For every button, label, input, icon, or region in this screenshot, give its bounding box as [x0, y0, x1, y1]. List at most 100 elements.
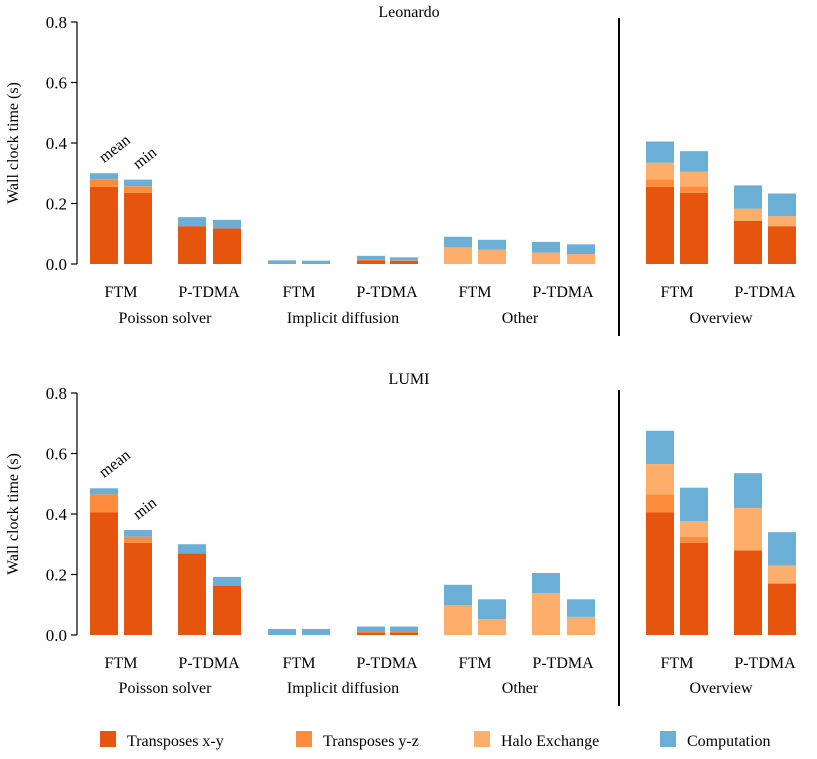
- bar-segment: [646, 464, 674, 495]
- bar-segment: [532, 572, 560, 594]
- y-axis-label: Wall clock time (s): [5, 453, 22, 575]
- legend-swatch: [296, 731, 312, 747]
- bar-segment: [124, 536, 152, 543]
- group-label: Other: [502, 310, 539, 327]
- bar-segment: [478, 239, 506, 250]
- legend-swatch: [100, 731, 116, 747]
- method-label: P-TDMA: [532, 655, 594, 672]
- bar-segment: [178, 217, 206, 227]
- bar-segment: [734, 550, 762, 635]
- bar-segment: [357, 632, 385, 635]
- bar-segment: [213, 228, 241, 264]
- y-axis-label: Wall clock time (s): [5, 82, 22, 204]
- method-label: FTM: [105, 284, 138, 301]
- method-label: P-TDMA: [356, 655, 418, 672]
- bar-segment: [768, 193, 796, 217]
- group-label: Implicit diffusion: [287, 680, 399, 697]
- method-label: P-TDMA: [178, 284, 240, 301]
- y-tick-label: 0.8: [46, 384, 67, 403]
- bar-segment: [734, 507, 762, 551]
- bar-segment: [680, 151, 708, 172]
- y-tick-label: 0.6: [46, 445, 67, 464]
- method-label: FTM: [661, 284, 694, 301]
- bar-segment: [734, 220, 762, 264]
- bar-segment: [680, 520, 708, 537]
- bar-segment: [734, 185, 762, 209]
- annotation-min: min: [130, 144, 160, 173]
- bar-segment: [444, 605, 472, 635]
- bar-segment: [444, 247, 472, 264]
- bar-segment: [532, 252, 560, 264]
- bar-segment: [680, 171, 708, 187]
- bar-segment: [768, 583, 796, 635]
- bar-segment: [478, 249, 506, 264]
- bar-segment: [90, 179, 118, 187]
- bar-segment: [680, 536, 708, 543]
- legend-label: Transposes y-z: [323, 733, 419, 750]
- bar-segment: [646, 512, 674, 635]
- bar-segment: [302, 260, 330, 264]
- y-tick-label: 0.2: [46, 195, 67, 214]
- method-label: FTM: [661, 655, 694, 672]
- bar-segment: [390, 260, 418, 264]
- bar-segment: [357, 259, 385, 261]
- method-label: FTM: [283, 284, 316, 301]
- bar-segment: [357, 631, 385, 633]
- bar-segment: [357, 260, 385, 264]
- legend-swatch: [660, 731, 676, 747]
- bar-segment: [90, 186, 118, 264]
- bar-segment: [646, 494, 674, 513]
- bar-segment: [213, 219, 241, 229]
- method-label: FTM: [459, 655, 492, 672]
- bar-segment: [124, 542, 152, 635]
- bar-segment: [90, 494, 118, 513]
- bar-segment: [390, 257, 418, 261]
- bar-segment: [567, 599, 595, 617]
- bar-segment: [680, 186, 708, 193]
- bar-segment: [124, 530, 152, 537]
- method-label: P-TDMA: [356, 284, 418, 301]
- bar-segment: [390, 631, 418, 633]
- method-label: FTM: [105, 655, 138, 672]
- group-label: Poisson solver: [119, 310, 213, 327]
- bar-segment: [302, 628, 330, 635]
- bar-segment: [90, 512, 118, 635]
- bar-segment: [768, 565, 796, 584]
- method-label: P-TDMA: [532, 284, 594, 301]
- bar-segment: [478, 619, 506, 635]
- method-label: P-TDMA: [734, 655, 796, 672]
- y-tick-label: 0.4: [46, 505, 68, 524]
- bar-segment: [768, 216, 796, 227]
- panel-title: Leonardo: [378, 4, 439, 21]
- legend-label: Computation: [687, 733, 771, 750]
- bar-segment: [734, 208, 762, 221]
- annotation-mean: mean: [96, 447, 134, 482]
- method-label: FTM: [283, 655, 316, 672]
- bar-segment: [213, 585, 241, 635]
- bar-segment: [390, 260, 418, 261]
- group-label: Poisson solver: [119, 680, 213, 697]
- bar-segment: [268, 628, 296, 635]
- bar-segment: [178, 226, 206, 264]
- group-label: Overview: [689, 680, 753, 697]
- bar-segment: [390, 632, 418, 635]
- bar-segment: [768, 226, 796, 264]
- bar-segment: [478, 599, 506, 620]
- bar-segment: [646, 162, 674, 180]
- legend-label: Transposes x-y: [127, 733, 224, 750]
- bar-segment: [734, 473, 762, 508]
- bar-segment: [646, 430, 674, 465]
- bar-segment: [680, 487, 708, 521]
- annotation-min: min: [130, 494, 160, 523]
- bar-segment: [680, 192, 708, 264]
- y-tick-label: 0.2: [46, 566, 67, 585]
- group-label: Implicit diffusion: [287, 310, 399, 327]
- y-tick-label: 0.4: [46, 134, 68, 153]
- bar-segment: [357, 626, 385, 632]
- panel-title: LUMI: [389, 371, 430, 388]
- bar-segment: [178, 553, 206, 635]
- annotation-mean: mean: [96, 132, 134, 167]
- bar-segment: [124, 186, 152, 193]
- bar-segment: [268, 260, 296, 264]
- bar-segment: [532, 241, 560, 253]
